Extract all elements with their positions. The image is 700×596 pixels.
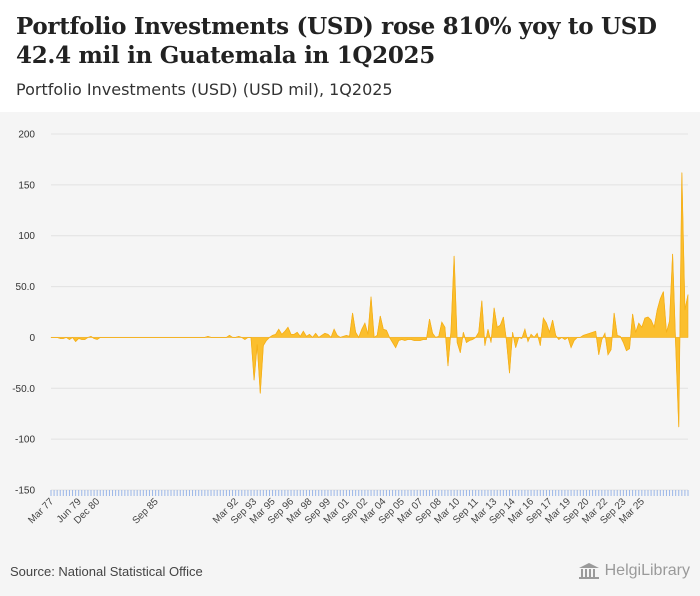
footer — [0, 549, 700, 596]
brand-name: HelgiLibrary — [604, 562, 690, 579]
gridlines — [51, 133, 688, 491]
header: Portfolio Investments (USD) rose 810% yo… — [0, 0, 700, 112]
y-tick-label: 150 — [18, 180, 35, 191]
y-tick-label: -150 — [15, 486, 35, 497]
series-line — [51, 172, 689, 427]
y-tick-label: 200 — [18, 130, 35, 141]
series-area — [50, 172, 689, 428]
y-tick-label: 0 — [29, 333, 35, 344]
x-tick-label: Mar 77 — [26, 496, 56, 526]
source-note: Source: National Statistical Office — [10, 564, 203, 579]
chart-title: Portfolio Investments (USD) rose 810% yo… — [16, 13, 657, 69]
y-axis: 200 150 100 50.0 0 -50.0 -100 -150 — [12, 130, 35, 497]
y-tick-label: 100 — [18, 231, 35, 242]
y-tick-label: -100 — [15, 435, 35, 446]
library-building-icon — [578, 563, 599, 579]
chart-subtitle: Portfolio Investments (USD) (USD mil), 1… — [16, 80, 393, 99]
brand-logo[interactable]: HelgiLibrary — [578, 562, 690, 580]
x-tick-label: Sep 85 — [131, 496, 161, 526]
y-tick-label: 50.0 — [16, 282, 36, 293]
y-tick-label: -50.0 — [12, 384, 35, 395]
series-area-fill — [50, 172, 689, 428]
